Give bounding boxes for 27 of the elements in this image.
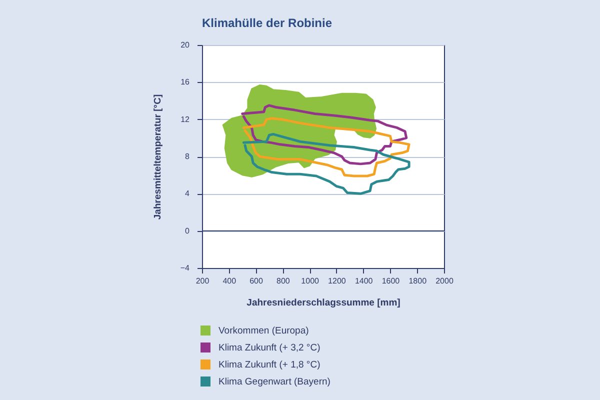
x-tick-label: 600	[250, 276, 264, 286]
x-tick-label: 400	[222, 276, 237, 286]
y-tick-label: 12	[180, 114, 190, 124]
x-tick-label: 800	[276, 276, 290, 286]
line-series	[242, 132, 410, 195]
y-tick-label: −4	[180, 264, 190, 272]
y-tick-label: 4	[185, 189, 190, 198]
chart-title: Klimahülle der Robinie	[202, 16, 332, 30]
legend-label: Klima Zukunft (+ 3,2 °C)	[218, 342, 320, 354]
y-tick-label: 8	[185, 152, 190, 161]
line-series	[241, 104, 408, 166]
x-tick-label: 1800	[408, 276, 428, 286]
legend-label: Klima Gegenwart (Bayern)	[218, 376, 330, 388]
x-tick-label: 2000	[436, 276, 454, 286]
x-tick-label: 1600	[382, 276, 400, 286]
y-tick-label: 16	[180, 78, 190, 87]
x-tick-label: 1400	[354, 276, 374, 286]
y-tick-label: 0	[185, 226, 190, 236]
x-tick-label: 200	[196, 276, 210, 286]
x-axis-title: Jahresniederschlagssumme [mm]	[246, 298, 400, 308]
y-axis-title: Jahresmitteltemperatur [°C]	[152, 94, 164, 220]
x-tick-label: 1000	[301, 276, 320, 286]
legend-label: Klima Zukunft (+ 1,8 °C)	[218, 360, 320, 370]
legend-label: Vorkommen (Europa)	[218, 326, 309, 336]
y-tick-label: 20	[180, 40, 190, 50]
line-series	[242, 117, 410, 178]
x-tick-label: 1200	[328, 276, 346, 286]
